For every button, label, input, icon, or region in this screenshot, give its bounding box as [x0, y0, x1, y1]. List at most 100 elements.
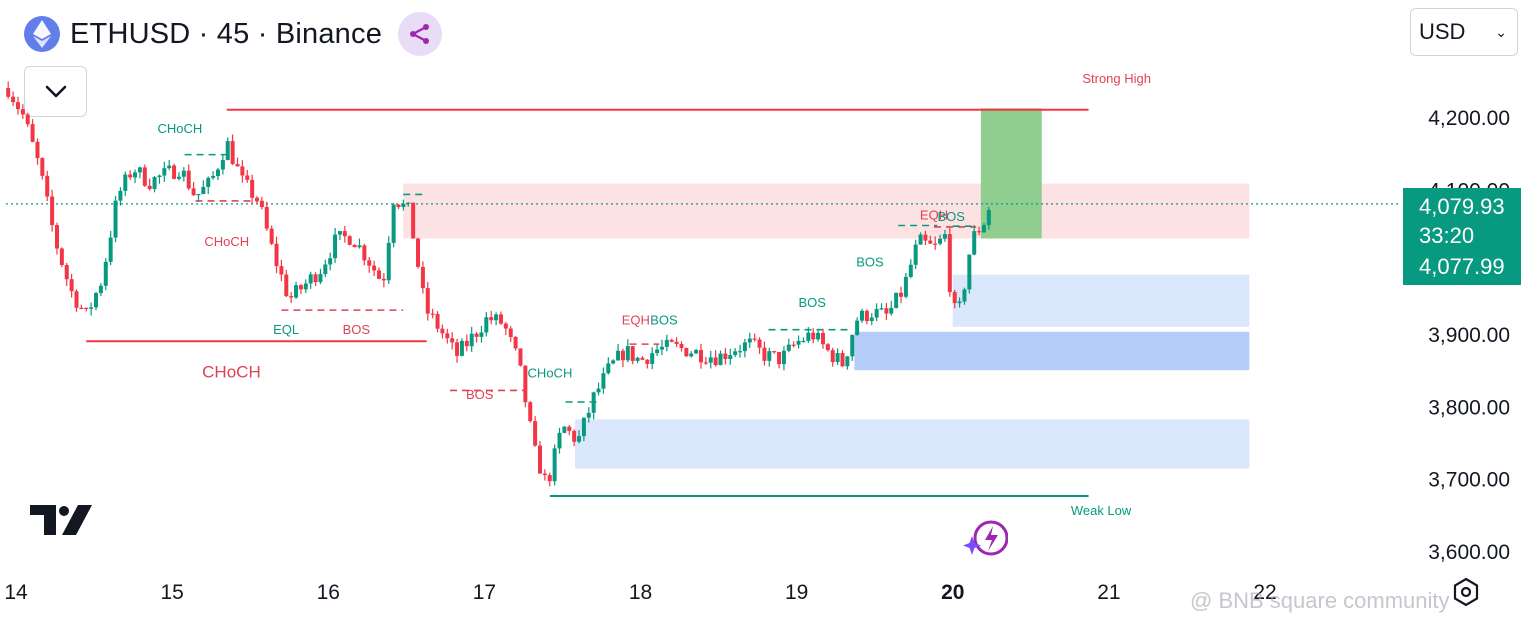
candle: [952, 292, 957, 304]
symbol-title: ETHUSD · 45 · Binance: [70, 17, 383, 50]
candle: [64, 265, 69, 280]
candle: [386, 242, 391, 281]
candle: [250, 179, 255, 198]
collapse-button[interactable]: [24, 66, 87, 117]
candle: [6, 88, 11, 97]
structure-label: EQL: [273, 322, 299, 337]
candle: [435, 314, 440, 329]
candle: [650, 353, 655, 364]
candle: [274, 243, 279, 267]
chevron-down-icon: [45, 85, 66, 97]
structure-label: EQH: [622, 313, 650, 328]
x-tick-label: 16: [317, 581, 340, 604]
chart-header: ETHUSD · 45 · Binance: [24, 12, 443, 56]
candle: [381, 278, 386, 281]
candle: [376, 270, 381, 279]
x-tick-label: 18: [629, 581, 652, 604]
candle: [416, 238, 421, 267]
candle: [703, 362, 708, 364]
candle: [342, 231, 347, 237]
candle: [347, 236, 352, 245]
candle: [981, 225, 986, 233]
y-tick-label: 3,700.00: [1428, 469, 1510, 492]
candle: [577, 436, 582, 442]
candle: [54, 225, 59, 249]
candle: [69, 279, 74, 292]
candle: [181, 170, 186, 177]
structure-label: CHoCH: [202, 362, 261, 381]
x-tick-label: 15: [160, 581, 183, 604]
candle: [137, 167, 142, 173]
candle: [684, 348, 689, 357]
candle: [357, 245, 362, 248]
candle: [596, 388, 601, 393]
candle: [172, 165, 177, 179]
y-tick-label: 3,900.00: [1428, 324, 1510, 347]
last-price: 4,079.93: [1419, 194, 1505, 219]
watermark: @ BNB square community: [1190, 588, 1450, 613]
candle: [230, 141, 235, 165]
candle: [723, 353, 728, 360]
candle: [303, 283, 308, 290]
candle: [806, 332, 811, 341]
candle: [391, 204, 396, 243]
candle: [762, 347, 767, 361]
y-tick-label: 3,600.00: [1428, 541, 1510, 564]
share-icon[interactable]: [398, 12, 443, 56]
candle: [20, 109, 25, 115]
candle: [796, 340, 801, 345]
y-tick-label: 3,800.00: [1428, 396, 1510, 419]
candle: [913, 244, 918, 265]
candle: [874, 309, 879, 318]
lightning-icon[interactable]: [962, 516, 1008, 562]
structure-label: BOS: [650, 313, 678, 328]
candle: [942, 234, 947, 239]
ethereum-icon: [24, 16, 60, 52]
candle: [518, 348, 523, 366]
candle: [25, 114, 30, 125]
structure-label: BOS: [856, 255, 884, 270]
candle: [757, 339, 762, 348]
candle: [938, 238, 943, 244]
candle: [147, 185, 152, 189]
candle: [440, 328, 445, 334]
candle: [777, 352, 782, 365]
candle: [318, 274, 323, 283]
candle: [406, 202, 411, 204]
currency-select[interactable]: USD ⌄: [1410, 8, 1518, 56]
candle: [133, 172, 138, 178]
structure-label: BOS: [466, 387, 494, 402]
x-tick-label: 14: [4, 581, 28, 604]
structure-label: CHoCH: [204, 234, 249, 249]
settings-icon[interactable]: [1451, 577, 1481, 607]
candle: [533, 421, 538, 446]
candle: [289, 296, 294, 298]
candle: [972, 231, 977, 255]
candle: [84, 307, 89, 310]
structure-label: CHoCH: [528, 365, 573, 380]
candle: [689, 353, 694, 357]
candle: [698, 349, 703, 363]
candle: [581, 417, 586, 437]
candle: [620, 350, 625, 361]
candle: [211, 175, 216, 178]
candle: [337, 231, 342, 235]
candle: [89, 307, 94, 309]
candle: [772, 351, 777, 353]
candle: [786, 344, 791, 351]
candle: [674, 341, 679, 344]
candle: [694, 349, 699, 354]
candle: [669, 339, 674, 342]
candle: [816, 332, 821, 340]
candle: [411, 202, 416, 239]
candle: [206, 177, 211, 187]
candle: [118, 190, 123, 201]
candle: [255, 197, 260, 201]
candle: [128, 174, 133, 178]
candle: [918, 234, 923, 245]
candle: [352, 244, 357, 248]
candle: [986, 210, 991, 226]
candle: [186, 170, 191, 189]
candle: [899, 292, 904, 297]
